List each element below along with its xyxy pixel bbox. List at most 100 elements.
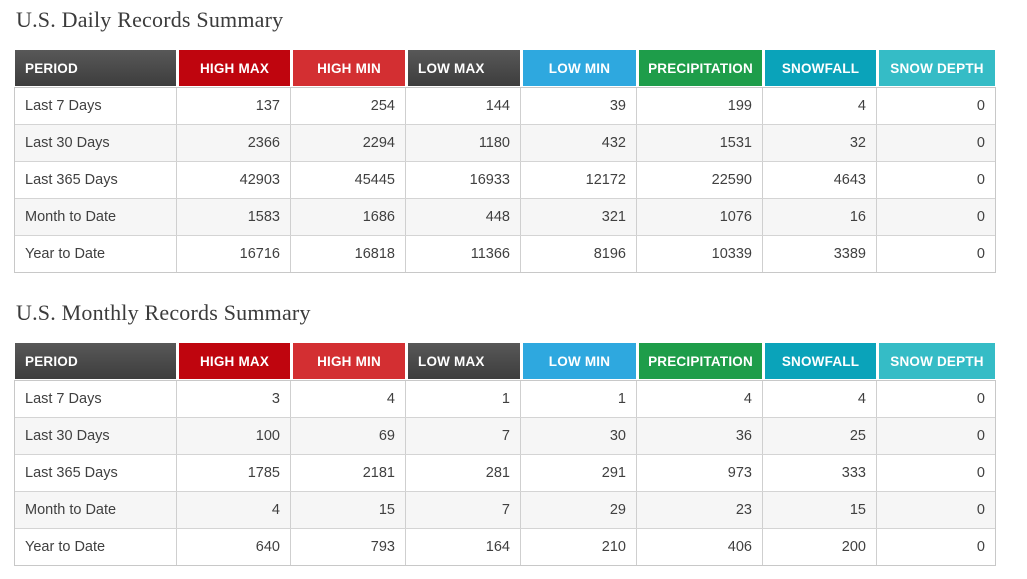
cell-snowfall: 15 — [762, 492, 876, 528]
cell-precipitation: 4 — [636, 381, 762, 417]
cell-high-min: 793 — [290, 529, 405, 565]
cell-snow-depth: 0 — [876, 492, 995, 528]
row-label: Last 365 Days — [25, 172, 118, 188]
row-label: Last 30 Days — [25, 428, 110, 444]
cell-high-min: 69 — [290, 418, 405, 454]
monthly-records-title: U.S. Monthly Records Summary — [16, 300, 311, 325]
cell-high-max: 16716 — [176, 236, 290, 272]
column-header-high-min: HIGH MIN — [290, 50, 405, 86]
cell-high-min: 15 — [290, 492, 405, 528]
cell-low-min: 8196 — [520, 236, 636, 272]
column-header-low-min: LOW MIN — [520, 343, 636, 379]
cell-precipitation: 36 — [636, 418, 762, 454]
cell-precipitation: 10339 — [636, 236, 762, 272]
column-header-low-max: LOW MAX — [405, 50, 520, 86]
cell-precipitation: 22590 — [636, 162, 762, 198]
column-header-period: PERIOD — [15, 50, 176, 86]
cell-snowfall: 3389 — [762, 236, 876, 272]
cell-low-max: 281 — [405, 455, 520, 491]
daily-records-title: U.S. Daily Records Summary — [16, 7, 284, 32]
cell-snow-depth: 0 — [876, 418, 995, 454]
cell-snow-depth: 0 — [876, 236, 995, 272]
cell-precipitation: 23 — [636, 492, 762, 528]
row-label: Year to Date — [25, 246, 106, 262]
us-records-page: U.S. Daily Records Summary PERIOD HIGH M… — [14, 7, 1027, 566]
table-row: Last 30 Days 100 69 7 30 36 25 0 — [15, 417, 995, 454]
cell-low-min: 321 — [520, 199, 636, 235]
column-header-snowfall: SNOWFALL — [762, 50, 876, 86]
cell-high-max: 100 — [176, 418, 290, 454]
column-header-low-min: LOW MIN — [520, 50, 636, 86]
table-row: Last 365 Days 1785 2181 281 291 973 333 … — [15, 454, 995, 491]
row-label: Year to Date — [25, 539, 106, 555]
cell-high-min: 2181 — [290, 455, 405, 491]
table-row: Last 7 Days 3 4 1 1 4 4 0 — [15, 381, 995, 417]
cell-low-min: 291 — [520, 455, 636, 491]
cell-high-min: 16818 — [290, 236, 405, 272]
cell-low-min: 210 — [520, 529, 636, 565]
column-header-low-max: LOW MAX — [405, 343, 520, 379]
table-row: Year to Date 640 793 164 210 406 200 0 — [15, 528, 995, 565]
cell-snowfall: 333 — [762, 455, 876, 491]
column-header-precipitation: PRECIPITATION — [636, 343, 762, 379]
cell-high-max: 4 — [176, 492, 290, 528]
column-header-snowfall: SNOWFALL — [762, 343, 876, 379]
cell-high-max: 640 — [176, 529, 290, 565]
cell-high-max: 2366 — [176, 125, 290, 161]
cell-snow-depth: 0 — [876, 162, 995, 198]
cell-high-max: 42903 — [176, 162, 290, 198]
cell-snowfall: 4 — [762, 381, 876, 417]
cell-precipitation: 406 — [636, 529, 762, 565]
row-label: Month to Date — [25, 502, 117, 518]
cell-low-max: 1180 — [405, 125, 520, 161]
cell-high-min: 254 — [290, 88, 405, 124]
cell-low-max: 11366 — [405, 236, 520, 272]
cell-snow-depth: 0 — [876, 199, 995, 235]
cell-precipitation: 1076 — [636, 199, 762, 235]
column-header-precipitation: PRECIPITATION — [636, 50, 762, 86]
daily-records-table-body: Last 7 Days 137 254 144 39 199 4 0 Last … — [14, 87, 996, 273]
cell-low-min: 29 — [520, 492, 636, 528]
column-header-snow-depth: SNOW DEPTH — [876, 343, 995, 379]
monthly-records-table-body: Last 7 Days 3 4 1 1 4 4 0 Last 30 Days 1… — [14, 380, 996, 566]
cell-high-min: 45445 — [290, 162, 405, 198]
table-row: Last 30 Days 2366 2294 1180 432 1531 32 … — [15, 124, 995, 161]
cell-low-max: 16933 — [405, 162, 520, 198]
cell-high-max: 1785 — [176, 455, 290, 491]
cell-low-max: 7 — [405, 492, 520, 528]
cell-low-min: 30 — [520, 418, 636, 454]
cell-low-min: 432 — [520, 125, 636, 161]
row-label: Last 7 Days — [25, 391, 102, 407]
cell-precipitation: 199 — [636, 88, 762, 124]
cell-high-max: 137 — [176, 88, 290, 124]
column-header-period: PERIOD — [15, 343, 176, 379]
cell-snowfall: 16 — [762, 199, 876, 235]
table-row: Last 365 Days 42903 45445 16933 12172 22… — [15, 161, 995, 198]
cell-snowfall: 25 — [762, 418, 876, 454]
column-header-high-max: HIGH MAX — [176, 343, 290, 379]
cell-low-min: 39 — [520, 88, 636, 124]
column-header-snow-depth: SNOW DEPTH — [876, 50, 995, 86]
monthly-records-section: U.S. Monthly Records Summary PERIOD HIGH… — [14, 300, 1027, 566]
column-header-high-max: HIGH MAX — [176, 50, 290, 86]
cell-snow-depth: 0 — [876, 88, 995, 124]
cell-high-min: 2294 — [290, 125, 405, 161]
row-label: Last 7 Days — [25, 98, 102, 114]
table-row: Year to Date 16716 16818 11366 8196 1033… — [15, 235, 995, 272]
cell-low-max: 448 — [405, 199, 520, 235]
monthly-records-header-row: PERIOD HIGH MAX HIGH MIN LOW MAX LOW MIN… — [15, 343, 995, 379]
cell-low-min: 1 — [520, 381, 636, 417]
cell-high-max: 3 — [176, 381, 290, 417]
row-label: Last 30 Days — [25, 135, 110, 151]
cell-snow-depth: 0 — [876, 529, 995, 565]
table-row: Last 7 Days 137 254 144 39 199 4 0 — [15, 88, 995, 124]
cell-low-max: 144 — [405, 88, 520, 124]
cell-snowfall: 4 — [762, 88, 876, 124]
cell-precipitation: 973 — [636, 455, 762, 491]
table-row: Month to Date 4 15 7 29 23 15 0 — [15, 491, 995, 528]
cell-snowfall: 32 — [762, 125, 876, 161]
cell-low-max: 1 — [405, 381, 520, 417]
column-header-high-min: HIGH MIN — [290, 343, 405, 379]
cell-low-max: 7 — [405, 418, 520, 454]
cell-high-min: 1686 — [290, 199, 405, 235]
